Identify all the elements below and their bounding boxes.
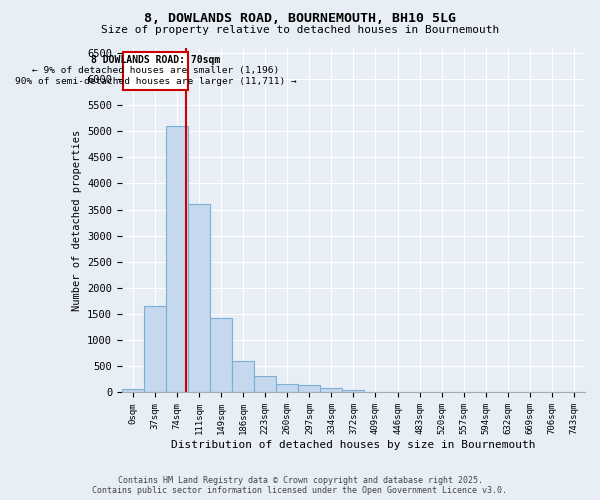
Text: 8, DOWLANDS ROAD, BOURNEMOUTH, BH10 5LG: 8, DOWLANDS ROAD, BOURNEMOUTH, BH10 5LG	[144, 12, 456, 26]
Bar	[298, 384, 320, 392]
FancyBboxPatch shape	[123, 52, 188, 90]
Bar	[188, 204, 210, 392]
Bar	[210, 318, 232, 392]
Text: ← 9% of detached houses are smaller (1,196): ← 9% of detached houses are smaller (1,1…	[32, 66, 280, 76]
Bar	[343, 390, 364, 392]
Bar	[232, 361, 254, 392]
Text: Size of property relative to detached houses in Bournemouth: Size of property relative to detached ho…	[101, 25, 499, 35]
Bar	[320, 388, 343, 392]
Text: Contains HM Land Registry data © Crown copyright and database right 2025.
Contai: Contains HM Land Registry data © Crown c…	[92, 476, 508, 495]
Text: 90% of semi-detached houses are larger (11,711) →: 90% of semi-detached houses are larger (…	[15, 78, 296, 86]
Bar	[254, 376, 276, 392]
Bar	[122, 389, 144, 392]
Y-axis label: Number of detached properties: Number of detached properties	[71, 130, 82, 310]
Bar	[144, 306, 166, 392]
Bar	[166, 126, 188, 392]
X-axis label: Distribution of detached houses by size in Bournemouth: Distribution of detached houses by size …	[171, 440, 536, 450]
Text: 8 DOWLANDS ROAD: 70sqm: 8 DOWLANDS ROAD: 70sqm	[91, 56, 220, 66]
Bar	[276, 384, 298, 392]
